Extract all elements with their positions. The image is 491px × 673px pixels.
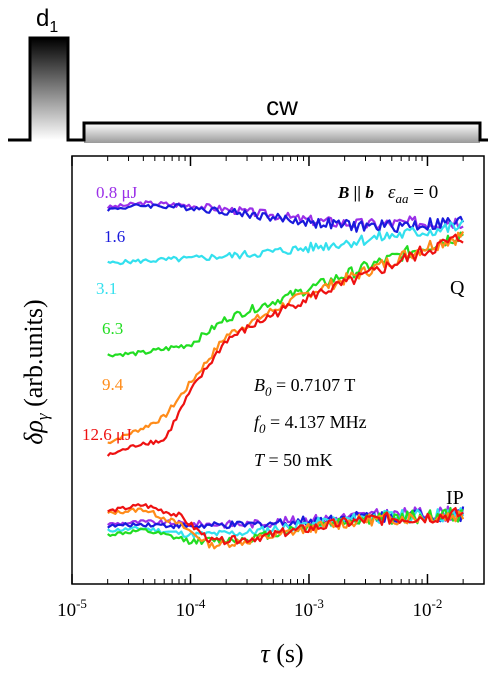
pulse-baseline: [8, 36, 488, 142]
group-label-q: Q: [450, 277, 465, 299]
annotations: B || b εaa = 0 Q IP B0 = 0.7107 T f0 = 4…: [254, 182, 465, 509]
x-axis-ticks: [71, 156, 485, 584]
series-layer: [106, 200, 465, 550]
group-label-ip: IP: [446, 487, 464, 509]
x-tick-label-2: 10-3: [294, 596, 324, 621]
plot-frame: [71, 155, 485, 585]
label-series-5: 12.6 μJ: [82, 425, 132, 444]
y-axis-label: δργ (arb.units): [19, 299, 52, 444]
x-tick-label-3: 10-2: [413, 596, 443, 621]
label-series-1: 1.6: [104, 227, 125, 246]
series-labels: 0.8 μJ 1.6 3.1 6.3 9.4 12.6 μJ: [82, 183, 138, 444]
label-series-4: 9.4: [102, 375, 124, 394]
series-line-ip-10: [107, 507, 465, 550]
label-series-2: 3.1: [96, 279, 117, 298]
x-tick-label-0: 10-5: [57, 596, 87, 621]
x-axis-label: τ (s): [260, 639, 303, 668]
param-t: T = 50 mK: [254, 450, 333, 470]
x-axis-tick-labels: 10-5 10-4 10-3 10-2: [57, 596, 442, 621]
pulse-cw-label: cw: [266, 91, 298, 121]
pulse-d1-fill: [30, 38, 68, 140]
label-series-3: 6.3: [102, 319, 123, 338]
strain-label: εaa = 0: [388, 182, 438, 206]
field-direction-label: B || b: [337, 183, 374, 202]
series-line-q-2: [107, 219, 464, 266]
pulse-sequence: d1 cw: [8, 5, 488, 143]
pulse-cw-fill: [84, 123, 480, 143]
series-line-ip-11: [107, 503, 464, 546]
series-line-q-5: [106, 233, 464, 457]
label-series-0: 0.8 μJ: [96, 183, 138, 202]
param-b0: B0 = 0.7107 T: [254, 375, 355, 399]
series-line-q-3: [107, 231, 464, 358]
param-f0: f0 = 4.137 MHz: [254, 412, 367, 436]
x-tick-label-1: 10-4: [176, 596, 206, 621]
pulse-d1-label: d1: [36, 5, 58, 36]
series-line-q-1: [106, 203, 465, 233]
